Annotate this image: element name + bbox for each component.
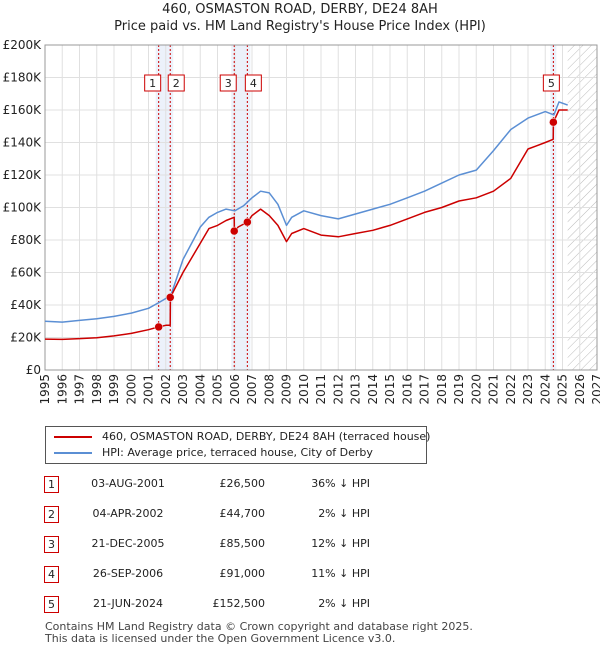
transaction-label-box-2 xyxy=(167,74,185,92)
y-tick-label: £180K xyxy=(3,71,43,85)
y-tick-label: £40K xyxy=(10,298,42,312)
transaction-label-box-5 xyxy=(542,74,560,92)
transaction-label-3: 3 xyxy=(225,77,232,90)
x-tick-label: 1999 xyxy=(107,374,121,405)
legend-label-price: 460, OSMASTON ROAD, DERBY, DE24 8AH (ter… xyxy=(102,430,431,443)
transaction-label-box-3 xyxy=(219,74,237,92)
transaction-label-2: 2 xyxy=(173,77,180,90)
transaction-label-box-1 xyxy=(144,74,162,92)
chart-subtitle: Price paid vs. HM Land Registry's House … xyxy=(114,19,486,34)
y-tick-label: £0 xyxy=(26,363,41,377)
y-tick-label: £120K xyxy=(3,168,43,182)
transaction-hpi-diff: 2% ↓ HPI xyxy=(318,507,370,520)
legend: 460, OSMASTON ROAD, DERBY, DE24 8AH (ter… xyxy=(45,426,431,464)
transaction-price: £152,500 xyxy=(212,597,266,610)
y-tick-label: £20K xyxy=(10,331,42,345)
legend-label-hpi: HPI: Average price, terraced house, City… xyxy=(102,446,373,459)
legend-swatch-price xyxy=(54,436,92,438)
transaction-price: £85,500 xyxy=(219,537,266,550)
x-tick-label: 2018 xyxy=(435,374,449,405)
table-row: 1 03-AUG-2001 £26,500 36% ↓ HPI xyxy=(40,470,460,500)
transaction-hpi-diff: 2% ↓ HPI xyxy=(318,597,370,610)
x-tick-label: 2010 xyxy=(297,374,311,405)
table-row: 2 04-APR-2002 £44,700 2% ↓ HPI xyxy=(40,500,460,530)
x-tick-label: 2026 xyxy=(573,374,587,405)
transaction-label-4: 4 xyxy=(250,77,257,90)
x-tick-label: 2022 xyxy=(504,374,518,405)
plot-frame xyxy=(44,44,598,371)
x-tick-label: 2009 xyxy=(280,374,294,405)
x-tick-label: 1996 xyxy=(55,374,69,405)
transaction-hpi-diff: 12% ↓ HPI xyxy=(311,537,370,550)
chart-title: 460, OSMASTON ROAD, DERBY, DE24 8AH xyxy=(162,2,438,17)
x-tick-label: 2013 xyxy=(349,374,363,405)
transaction-price: £26,500 xyxy=(219,477,266,490)
x-tick-label: 2002 xyxy=(159,374,173,405)
transaction-dot-1 xyxy=(154,322,163,332)
transaction-number-badge: 2 xyxy=(44,506,59,523)
transaction-label-1: 1 xyxy=(149,77,156,90)
x-tick-label: 1998 xyxy=(90,374,104,405)
y-tick-label: £140K xyxy=(3,136,43,150)
x-tick-label: 2019 xyxy=(452,374,466,405)
transaction-dot-5 xyxy=(549,117,558,127)
x-tick-label: 2003 xyxy=(176,374,190,405)
x-tick-label: 2025 xyxy=(556,374,570,405)
x-tick-label: 2001 xyxy=(142,374,156,405)
x-tick-label: 1997 xyxy=(73,374,87,405)
hpi-series-line xyxy=(44,101,568,323)
transaction-label-box-4 xyxy=(244,74,262,92)
x-tick-label: 2012 xyxy=(331,374,345,405)
transaction-date: 04-APR-2002 xyxy=(92,507,164,520)
y-tick-label: £200K xyxy=(3,38,43,52)
table-row: 4 26-SEP-2006 £91,000 11% ↓ HPI xyxy=(40,560,460,590)
footer-copyright: Contains HM Land Registry data © Crown c… xyxy=(45,620,473,633)
x-tick-label: 2005 xyxy=(211,374,225,405)
x-tick-label: 2015 xyxy=(383,374,397,405)
transaction-date: 26-SEP-2006 xyxy=(92,567,164,580)
x-tick-label: 1995 xyxy=(38,374,52,405)
x-tick-label: 2027 xyxy=(590,374,600,405)
transaction-number-badge: 5 xyxy=(44,596,59,613)
transaction-date: 21-DEC-2005 xyxy=(91,537,165,550)
y-tick-label: £60K xyxy=(10,266,42,280)
transaction-dot-4 xyxy=(243,217,252,227)
y-tick-label: £80K xyxy=(10,233,42,247)
transaction-date: 21-JUN-2024 xyxy=(92,597,164,610)
x-tick-label: 2007 xyxy=(245,374,259,405)
x-tick-label: 2004 xyxy=(193,374,207,405)
y-tick-label: £100K xyxy=(3,201,43,215)
transaction-number-badge: 3 xyxy=(44,536,59,553)
legend-swatch-hpi xyxy=(54,452,92,454)
transaction-date: 03-AUG-2001 xyxy=(91,477,165,490)
x-tick-label: 2023 xyxy=(521,374,535,405)
transaction-number-badge: 4 xyxy=(44,566,59,583)
transaction-dot-2 xyxy=(165,293,175,302)
price-chart: £0 £20K £40K £60K £80K £100K £120K £140K £160K £1… xyxy=(3,38,600,405)
transaction-price: £91,000 xyxy=(219,567,266,580)
transaction-price: £44,700 xyxy=(219,507,266,520)
table-row: 5 21-JUN-2024 £152,500 2% ↓ HPI xyxy=(40,590,460,620)
transaction-hpi-diff: 11% ↓ HPI xyxy=(311,567,370,580)
x-tick-label: 2006 xyxy=(228,374,242,405)
x-tick-label: 2011 xyxy=(314,374,328,405)
transaction-dot-3 xyxy=(229,226,239,236)
transaction-number-badge: 1 xyxy=(44,476,59,493)
x-tick-label: 2008 xyxy=(262,374,276,405)
x-tick-label: 2000 xyxy=(124,374,138,405)
footer-licence: This data is licensed under the Open Gov… xyxy=(45,632,396,645)
x-tick-label: 2024 xyxy=(538,374,552,405)
x-tick-label: 2020 xyxy=(469,374,483,405)
transaction-label-5: 5 xyxy=(548,77,555,90)
transaction-hpi-diff: 36% ↓ HPI xyxy=(311,477,370,490)
table-row: 3 21-DEC-2005 £85,500 12% ↓ HPI xyxy=(40,530,460,560)
x-tick-label: 2014 xyxy=(366,374,380,405)
x-tick-label: 2021 xyxy=(487,374,501,405)
y-tick-label: £160K xyxy=(3,103,43,117)
x-tick-label: 2017 xyxy=(418,374,432,405)
x-tick-label: 2016 xyxy=(400,374,414,405)
